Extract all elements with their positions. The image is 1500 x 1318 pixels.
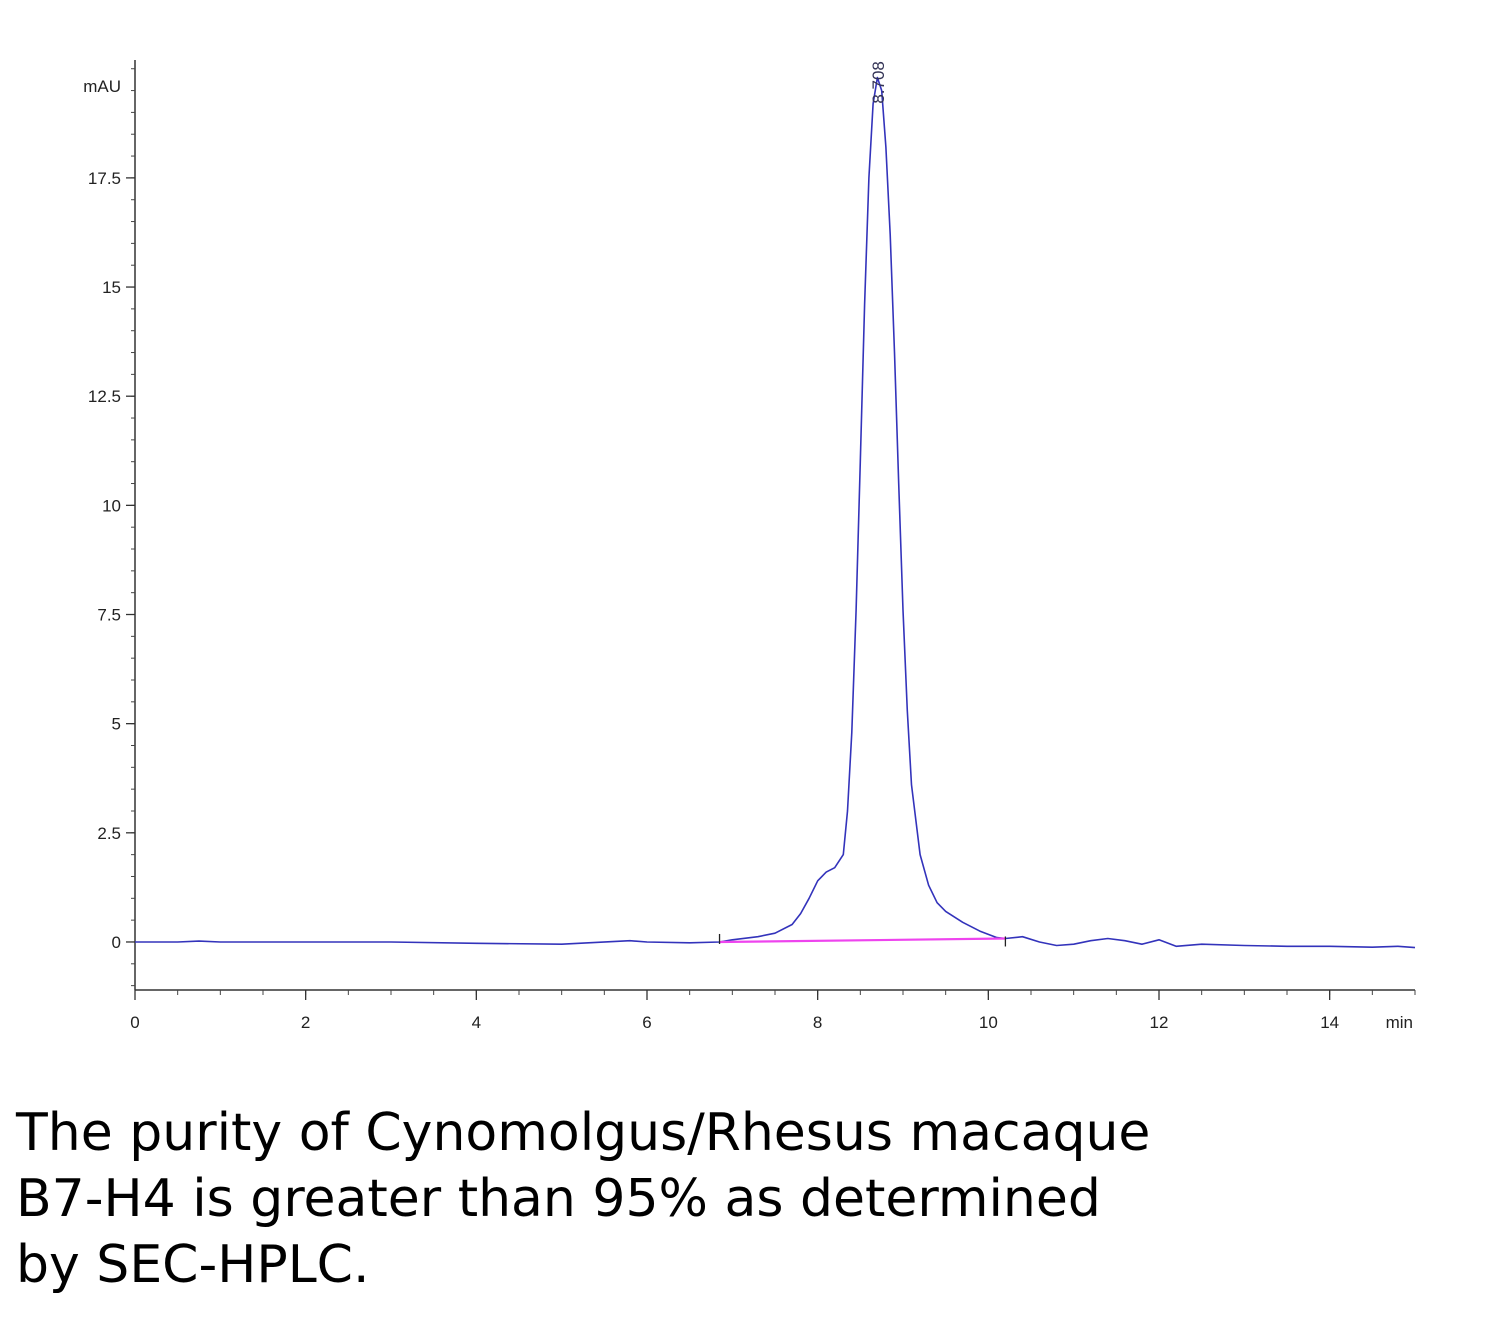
y-tick-label: 7.5	[97, 606, 121, 625]
x-tick-label: 4	[472, 1013, 481, 1032]
chromatogram-svg: 0 2.5 5 7.5 10 12.5 15 17.5 mAU 0 2 4 6 8 10 12 14 min 8.7…	[83, 60, 1416, 1032]
y-tick-label: 2.5	[97, 824, 121, 843]
x-tick-label: 2	[301, 1013, 310, 1032]
x-unit-label: min	[1386, 1013, 1413, 1032]
y-tick-label: 15	[102, 278, 121, 297]
y-tick-label: 10	[102, 496, 121, 515]
caption-line-2: B7-H4 is greater than 95% as determined	[16, 1169, 1101, 1229]
x-tick-label: 8	[813, 1013, 822, 1032]
y-tick-label: 5	[112, 715, 121, 734]
peak-retention-label: 8.708	[869, 61, 888, 104]
x-tick-label: 10	[979, 1013, 998, 1032]
figure-caption: The purity of Cynomolgus/Rhesus macaque …	[16, 1100, 1476, 1298]
y-tick-label: 12.5	[88, 387, 121, 406]
chromatogram-chart: 0 2.5 5 7.5 10 12.5 15 17.5 mAU 0 2 4 6 8 10 12 14 min 8.7…	[83, 60, 1416, 1032]
signal-trace-line	[135, 76, 1416, 949]
x-tick-label: 6	[642, 1013, 651, 1032]
baseline-integration-line	[719, 937, 1006, 944]
x-tick-label: 14	[1320, 1013, 1339, 1032]
y-tick-label: 17.5	[88, 169, 121, 188]
caption-line-1: The purity of Cynomolgus/Rhesus macaque	[16, 1103, 1151, 1163]
x-tick-label: 0	[130, 1013, 139, 1032]
caption-line-3: by SEC-HPLC.	[16, 1235, 370, 1295]
x-tick-label: 12	[1150, 1013, 1169, 1032]
y-tick-label: 0	[112, 933, 121, 952]
y-unit-label: mAU	[83, 77, 121, 96]
